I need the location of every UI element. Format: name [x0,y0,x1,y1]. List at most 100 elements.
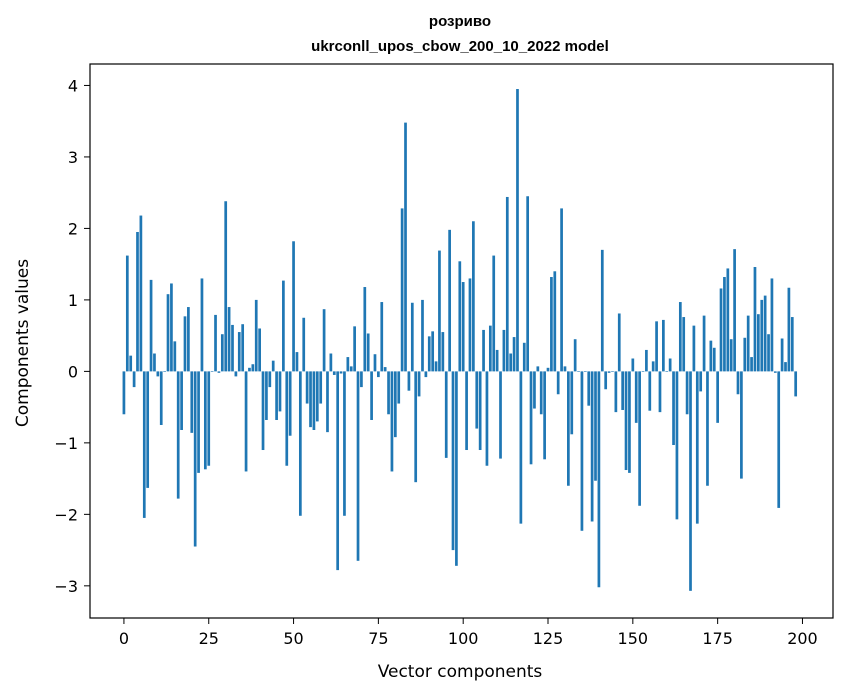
bar [522,342,526,372]
bar [743,337,747,372]
y-tick-label: 2 [68,219,78,238]
bar [706,371,709,486]
x-tick-label: 125 [533,629,564,648]
bar [444,371,448,458]
bar [190,371,194,433]
bar [472,221,475,372]
bar [248,367,251,372]
bar [404,122,407,372]
bar [790,317,794,372]
bar [220,334,224,372]
y-axis-ticks: −3 −2 −1 0 1 2 3 4 [54,76,90,596]
bar [227,307,231,372]
bar [461,282,465,372]
x-tick-label: 100 [448,629,479,648]
bar [543,371,546,460]
bar [326,371,329,433]
bar [689,371,692,591]
bar [136,231,139,372]
bar [427,336,431,372]
bar [295,352,299,372]
bar [336,371,340,571]
bar [516,89,519,372]
bar [298,371,302,516]
bar [662,319,665,372]
bar [332,371,336,375]
bar [563,366,567,372]
bar [512,337,516,372]
bar [251,364,255,372]
x-tick-label: 200 [787,629,818,648]
bar [180,371,183,430]
bar [414,371,418,483]
bar [482,329,485,372]
bar [231,324,234,372]
bar [546,367,550,372]
bar [539,371,543,415]
bar-series [122,89,798,591]
bar [187,307,190,372]
bar [682,317,686,372]
bar [641,371,645,372]
bar [241,324,245,372]
bar [729,339,733,372]
bar [475,371,479,429]
bar [509,353,513,372]
bar [173,341,177,372]
bar [210,371,214,372]
bar [600,249,604,372]
bar [502,329,506,372]
bar [604,371,608,390]
bar [258,328,261,372]
y-tick-label: 0 [68,362,78,381]
bar [377,371,380,378]
bar [383,367,387,372]
x-tick-label: 25 [199,629,219,648]
bar [455,371,458,566]
bar [702,315,706,372]
bar [570,371,574,435]
bar [712,347,716,372]
y-tick-label: 3 [68,148,78,167]
bar [692,325,696,372]
bar [787,287,791,372]
bar [597,371,601,588]
bar [441,332,445,372]
bar [634,371,638,423]
bar [122,371,126,415]
y-tick-label: −3 [54,577,78,596]
bar [736,371,740,395]
bar [668,358,672,372]
bar [553,271,557,372]
y-tick-label: 4 [68,76,78,95]
bar [163,371,166,372]
bar [343,371,346,516]
bar [139,215,143,372]
bar [129,355,133,372]
bar [780,338,784,372]
bar [282,280,285,372]
bar [672,371,675,446]
bar [390,371,394,472]
bar [142,371,146,518]
bar [261,371,265,451]
bar [763,295,767,372]
x-tick-label: 50 [283,629,303,648]
bar [645,349,648,372]
bar [631,358,635,372]
bar [434,361,438,372]
bar [410,302,414,372]
bar [648,371,652,411]
bar [448,229,451,372]
bar [159,371,163,425]
bar [658,371,662,413]
bar [709,340,713,372]
bar [393,371,397,438]
x-tick-label: 175 [702,629,733,648]
bar [614,371,618,413]
bar [346,357,350,372]
bar [366,333,370,372]
bar [695,371,699,524]
bar [716,371,719,423]
